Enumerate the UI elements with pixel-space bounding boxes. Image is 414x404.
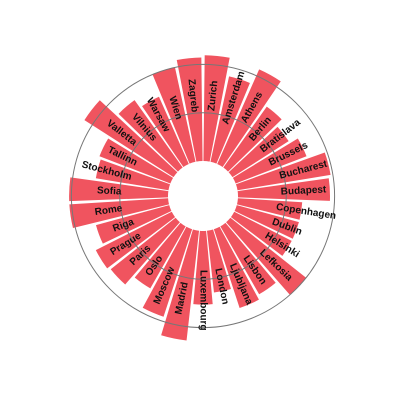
bar-helsinki xyxy=(230,211,292,256)
bar-valletta xyxy=(84,100,178,178)
bar-berlin xyxy=(223,106,282,172)
label-sofia: Sofia xyxy=(97,185,122,197)
bar-amsterdam xyxy=(210,76,250,164)
bar-lisbon xyxy=(220,222,276,295)
label-zurich: Zurich xyxy=(206,80,220,112)
label-rome: Rome xyxy=(94,203,124,218)
bar-oslo xyxy=(134,222,186,289)
bar-bratislava xyxy=(228,126,289,178)
label-budapest: Budapest xyxy=(280,184,327,197)
bar-bucharest xyxy=(235,152,331,191)
grid-circle-2 xyxy=(70,63,336,329)
bar-zurich xyxy=(203,55,230,162)
grid-circle-1 xyxy=(119,112,287,280)
label-luxembourg: Luxembourg xyxy=(197,270,208,331)
bar-prague xyxy=(95,211,176,269)
bar-zagreb xyxy=(176,57,203,162)
bars-layer xyxy=(69,55,331,341)
bar-stockholm xyxy=(95,159,171,191)
bar-luxembourg xyxy=(193,230,213,305)
bar-riga xyxy=(95,205,172,244)
bar-dublin xyxy=(234,205,299,239)
bar-rome xyxy=(69,198,170,229)
bar-wien xyxy=(152,67,196,164)
bar-paris xyxy=(110,217,180,285)
bar-budapest xyxy=(237,178,330,201)
labels-layer: Zurich AmsterdamAthensBerlinBratislavaBru… xyxy=(80,70,336,331)
bar-sofia xyxy=(69,177,169,202)
label-zagreb: Zagreb xyxy=(185,79,199,113)
bar-lefkosia xyxy=(226,217,307,295)
bar-warsaw xyxy=(142,96,189,168)
bar-madrid xyxy=(161,229,200,341)
bar-athens xyxy=(217,69,281,168)
grid-layer xyxy=(70,63,336,329)
bar-tallinn xyxy=(99,138,174,184)
bar-vilnius xyxy=(118,100,183,172)
bar-ljubljana xyxy=(213,226,259,308)
bar-brussels xyxy=(232,138,307,184)
